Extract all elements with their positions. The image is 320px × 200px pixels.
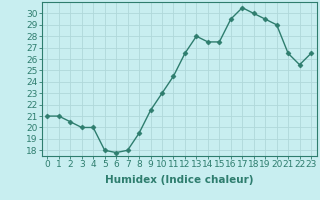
X-axis label: Humidex (Indice chaleur): Humidex (Indice chaleur) <box>105 175 253 185</box>
